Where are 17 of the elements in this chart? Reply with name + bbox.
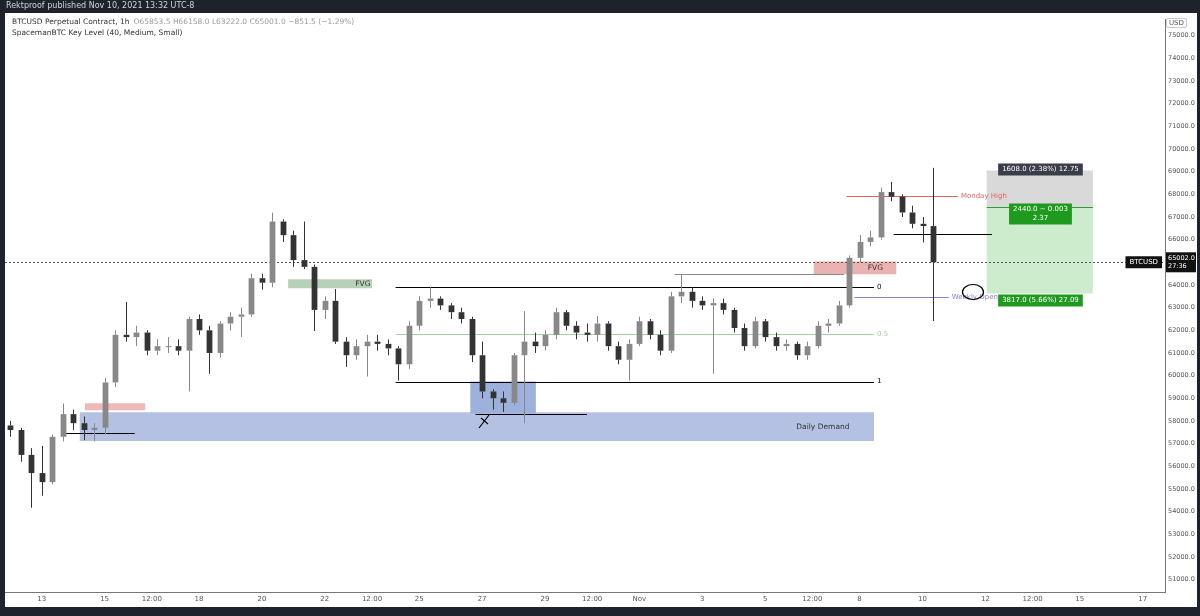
candlestick [867, 230, 874, 247]
candlestick [458, 307, 465, 325]
candlestick [500, 390, 507, 413]
candlestick [238, 307, 245, 338]
candlestick [259, 273, 266, 291]
candlestick [448, 302, 455, 320]
candlestick [301, 221, 308, 270]
candlestick [573, 320, 580, 340]
candlestick [175, 338, 182, 356]
candlestick [490, 388, 497, 411]
candlestick [227, 311, 234, 331]
text: Rektproof published Nov 10, 2021 13:32 UTC-8 [6, 1, 195, 10]
candlestick [154, 338, 161, 356]
candlestick [7, 420, 14, 438]
candlestick [81, 415, 88, 441]
candlestick [909, 205, 916, 229]
candlestick [888, 181, 895, 202]
